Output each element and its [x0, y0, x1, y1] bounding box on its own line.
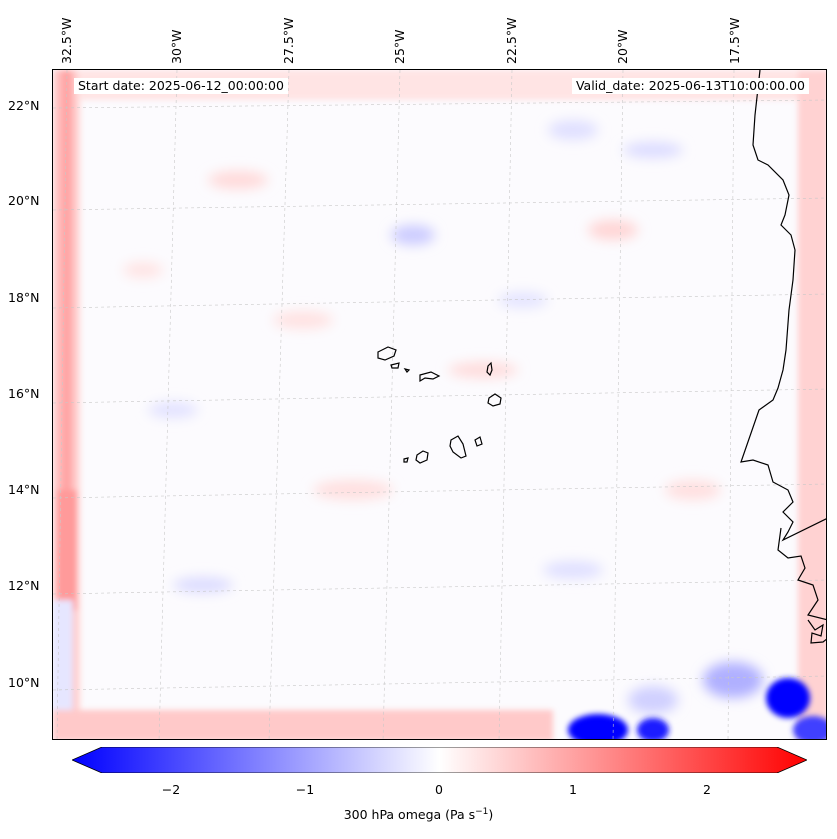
lon-label-17-5w: 17.5°W [727, 0, 744, 64]
colorbar [72, 747, 807, 773]
lon-label-25w: 25°W [392, 0, 409, 64]
lon-label-text: 32.5°W [59, 17, 74, 64]
lon-label-text: 30°W [169, 29, 184, 64]
lon-label-text: 22.5°W [504, 17, 519, 64]
lat-label-16n: 16°N [8, 386, 40, 401]
lat-label-10n: 10°N [8, 675, 40, 690]
map-panel [52, 69, 827, 740]
valid-date-label: Valid_date: 2025-06-13T10:00:00.00 [571, 78, 809, 94]
island-maio [474, 436, 483, 447]
lat-label-22n: 22°N [8, 98, 40, 113]
island-brava [403, 457, 409, 463]
cape-verde-islands [377, 346, 502, 464]
colorbar-tick-1: 1 [569, 782, 577, 797]
colorbar-tick-2: 2 [703, 782, 711, 797]
lon-label-27-5w: 27.5°W [281, 0, 298, 64]
start-date-label: Start date: 2025-06-12_00:00:00 [74, 78, 288, 94]
island-boa-vista [487, 393, 502, 407]
lat-label-14n: 14°N [8, 482, 40, 497]
colorbar-label: 300 hPa omega (Pa s−1) [0, 807, 837, 822]
lon-label-32-5w: 32.5°W [59, 0, 76, 64]
island-santa-luzia [403, 368, 411, 373]
island-sal [486, 361, 493, 377]
graticule [53, 70, 826, 739]
colorbar-tick-0: 0 [435, 782, 443, 797]
lon-label-text: 25°W [392, 29, 407, 64]
island-fogo [415, 450, 429, 464]
colorbar-gradient [72, 747, 807, 773]
omega-anomalies [123, 120, 763, 714]
omega-field-map [53, 70, 826, 739]
colorbar-label-text: 300 hPa omega (Pa s [343, 807, 476, 823]
lon-label-22-5w: 22.5°W [504, 0, 521, 64]
island-santo-antao [377, 346, 397, 361]
lon-label-30w: 30°W [169, 0, 186, 64]
lon-label-text: 17.5°W [727, 17, 742, 64]
lon-label-text: 20°W [615, 29, 630, 64]
colorbar-label-end: ) [488, 807, 494, 823]
lat-label-18n: 18°N [8, 290, 40, 305]
colorbar-tick-neg1: −1 [295, 782, 315, 797]
island-santiago [449, 435, 467, 459]
lon-label-20w: 20°W [615, 0, 632, 64]
colorbar-label-sup: −1 [475, 807, 489, 817]
coastline [740, 70, 826, 644]
colorbar-tick-neg2: −2 [161, 782, 181, 797]
lat-label-12n: 12°N [8, 578, 40, 593]
island-sao-nicolau [419, 371, 441, 383]
lat-label-20n: 20°N [8, 193, 40, 208]
island-sao-vicente [390, 362, 400, 369]
lon-label-text: 27.5°W [281, 17, 296, 64]
